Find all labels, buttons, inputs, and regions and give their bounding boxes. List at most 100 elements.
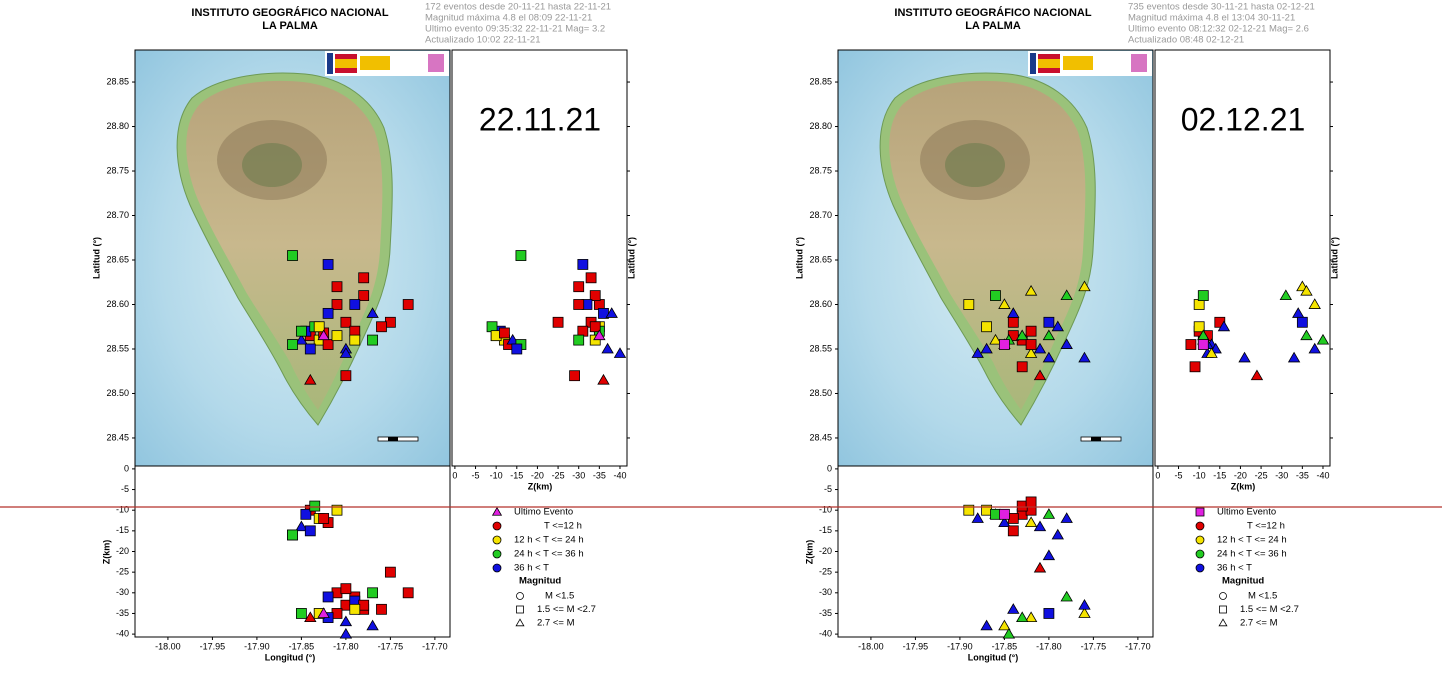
caldera-floor: [242, 143, 302, 187]
marker: [515, 250, 527, 261]
lat-tick-label: 28.45: [106, 432, 129, 442]
marker: [998, 508, 1010, 520]
depth-tick-label: -35: [116, 608, 129, 618]
marker: [287, 529, 298, 541]
marker: [1300, 284, 1313, 296]
marker: [1002, 627, 1016, 639]
marker: [1007, 307, 1020, 318]
marker: [1042, 351, 1056, 363]
depth-tick-label: -15: [819, 525, 832, 535]
marker: [402, 587, 414, 599]
marker: [331, 330, 343, 342]
marker: [585, 272, 597, 284]
legend-magnitude-title: Magnitud: [519, 576, 561, 587]
depth-tick-label: -40: [613, 470, 626, 480]
lon-tick-label: -17.70: [422, 641, 448, 651]
legend-label: Ultimo Evento: [514, 507, 573, 518]
lon-tick-label: -17.90: [244, 641, 270, 651]
marker: [295, 520, 308, 532]
legend-magnitude-marker: [516, 592, 524, 600]
marker: [1308, 298, 1321, 309]
marker: [349, 334, 361, 346]
legend-magnitude-label: 2.7 <= M: [1240, 618, 1278, 629]
logo-ign: [1131, 54, 1147, 72]
depth-tick-label: -25: [552, 470, 565, 480]
depth-tick-label: -35: [593, 470, 606, 480]
marker: [300, 508, 312, 520]
marker: [601, 342, 614, 354]
depth-tick-label: -20: [116, 546, 129, 556]
legend-marker: [492, 535, 502, 545]
side-depth-label: Z(km): [528, 481, 553, 491]
lat-tick-label: 28.45: [809, 432, 832, 442]
marker: [1300, 329, 1313, 341]
marker: [971, 347, 984, 358]
legend-label: 12 h < T <= 24 h: [514, 535, 584, 546]
logo-gov: [360, 56, 390, 70]
depth-tick-label: -5: [472, 470, 480, 480]
marker: [1060, 289, 1073, 301]
depth-tick-label: -20: [531, 470, 544, 480]
legend-marker: [1195, 521, 1205, 531]
info-line: 172 eventos desde 20-11-21 hasta 22-11-2…: [425, 2, 611, 13]
marker: [295, 608, 307, 619]
marker: [384, 566, 396, 578]
marker: [1015, 329, 1029, 341]
marker: [1024, 284, 1038, 296]
lat-tick-label: 28.75: [809, 165, 832, 175]
logo-flag: [1030, 53, 1036, 74]
marker: [358, 272, 370, 284]
marker: [963, 504, 975, 516]
lon-tick-label: -18.00: [155, 641, 181, 651]
marker: [552, 316, 564, 328]
scale-bar-seg: [1091, 437, 1101, 441]
marker: [1033, 369, 1047, 381]
legend-label: T <=12 h: [1247, 521, 1285, 532]
marker: [1033, 520, 1047, 532]
marker: [981, 321, 993, 333]
legend-marker: [491, 506, 503, 516]
marker: [1016, 361, 1028, 373]
depth-tick-label: -15: [116, 525, 129, 535]
marker: [1043, 608, 1055, 619]
depth-tick-label: -30: [116, 587, 129, 597]
marker: [511, 343, 523, 355]
lat-tick-label: 28.50: [106, 388, 129, 398]
marker: [376, 603, 387, 615]
marker: [589, 290, 601, 301]
lat-axis-label: Latitud (°): [91, 237, 101, 279]
legend-label: 12 h < T <= 24 h: [1217, 535, 1287, 546]
lat-tick-label: 28.85: [106, 76, 129, 86]
marker: [1078, 607, 1091, 618]
marker: [366, 307, 379, 318]
marker: [1025, 496, 1037, 508]
marker: [990, 290, 1001, 301]
depth-tick-label: -40: [819, 628, 832, 638]
marker: [1042, 508, 1056, 519]
marker: [569, 370, 580, 382]
lat-tick-label: 28.80: [809, 121, 832, 131]
logo-flag: [327, 53, 333, 74]
legend-magnitude-marker: [1218, 618, 1228, 627]
marker: [402, 299, 414, 310]
marker: [1193, 321, 1205, 333]
date-label: 02.12.21: [1181, 101, 1306, 137]
depth-tick-label: -30: [1275, 470, 1288, 480]
marker: [1060, 512, 1073, 523]
bottom-frame: [837, 465, 1154, 638]
marker: [1007, 316, 1019, 328]
marker: [304, 343, 316, 355]
marker: [1217, 320, 1231, 332]
legend-marker: [1195, 563, 1205, 573]
marker: [340, 316, 352, 328]
marker: [358, 290, 370, 301]
marker: [1043, 316, 1055, 328]
depth-tick-label: 0: [452, 470, 457, 480]
marker: [1250, 369, 1264, 381]
legend-marker: [1195, 507, 1205, 517]
legend-marker: [1195, 549, 1205, 559]
marker: [1007, 603, 1020, 614]
info-line: 735 eventos desde 30-11-21 hasta 02-12-2…: [1128, 2, 1315, 13]
marker: [980, 619, 993, 631]
